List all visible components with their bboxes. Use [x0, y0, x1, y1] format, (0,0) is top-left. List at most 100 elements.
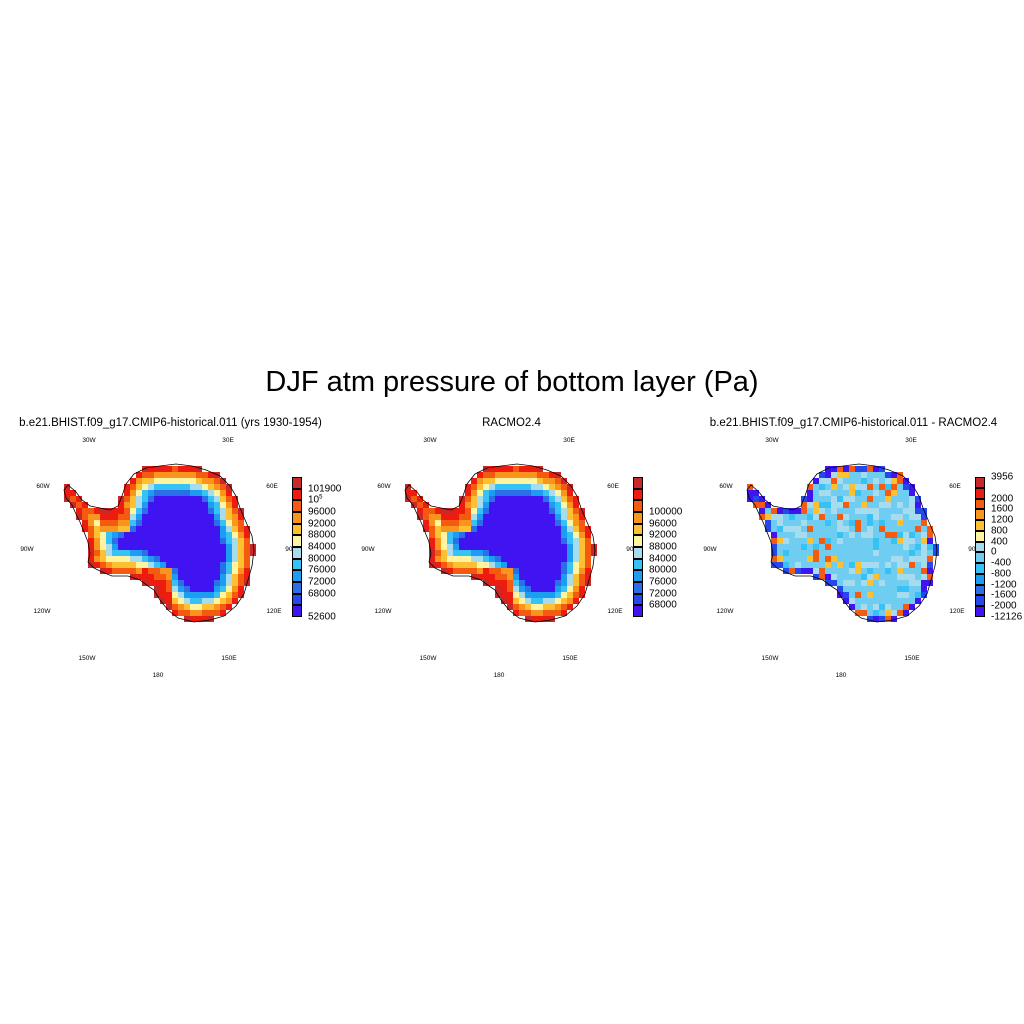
grid-cell — [537, 502, 543, 508]
grid-cell — [88, 550, 94, 556]
grid-cell — [801, 514, 807, 520]
grid-cell — [465, 538, 471, 544]
grid-cell — [885, 580, 891, 586]
grid-cell — [202, 580, 208, 586]
grid-cell — [915, 502, 921, 508]
grid-cell — [154, 508, 160, 514]
grid-cell — [136, 520, 142, 526]
grid-cell — [232, 550, 238, 556]
grid-cell — [447, 562, 453, 568]
grid-cell — [471, 562, 477, 568]
grid-cell — [837, 490, 843, 496]
grid-cell — [166, 544, 172, 550]
grid-cell — [142, 556, 148, 562]
grid-cell — [429, 556, 435, 562]
grid-cell — [124, 562, 130, 568]
grid-cell — [801, 556, 807, 562]
grid-cell — [196, 490, 202, 496]
grid-cell — [196, 562, 202, 568]
grid-cell — [771, 526, 777, 532]
grid-cell — [561, 574, 567, 580]
grid-cell — [873, 490, 879, 496]
grid-cell — [160, 550, 166, 556]
grid-cell — [405, 490, 411, 496]
grid-cell — [783, 544, 789, 550]
grid-cell — [154, 466, 160, 472]
grid-cell — [561, 490, 567, 496]
grid-cell — [915, 514, 921, 520]
grid-cell — [483, 466, 489, 472]
grid-cell — [118, 502, 124, 508]
longitude-label: 180 — [493, 672, 505, 679]
grid-cell — [94, 538, 100, 544]
grid-cell — [879, 616, 885, 622]
grid-cell — [891, 514, 897, 520]
colorbar-swatch — [292, 593, 302, 606]
grid-cell — [897, 490, 903, 496]
grid-cell — [166, 496, 172, 502]
grid-cell — [441, 556, 447, 562]
colorbar-swatch — [975, 584, 985, 596]
grid-cell — [921, 586, 927, 592]
grid-cell — [465, 568, 471, 574]
grid-cell — [154, 538, 160, 544]
grid-cell — [825, 568, 831, 574]
grid-cell — [831, 484, 837, 490]
grid-cell — [855, 580, 861, 586]
grid-cell — [190, 550, 196, 556]
grid-cell — [489, 502, 495, 508]
grid-cell — [214, 574, 220, 580]
grid-cell — [495, 562, 501, 568]
grid-cell — [831, 508, 837, 514]
grid-cell — [765, 508, 771, 514]
grid-cell — [244, 526, 250, 532]
longitude-label: 150E — [562, 655, 578, 662]
grid-cell — [513, 562, 519, 568]
grid-cell — [166, 604, 172, 610]
grid-cell — [873, 532, 879, 538]
grid-cell — [855, 520, 861, 526]
grid-cell — [489, 580, 495, 586]
grid-cell — [148, 526, 154, 532]
grid-cell — [226, 604, 232, 610]
grid-cell — [885, 526, 891, 532]
grid-cell — [118, 520, 124, 526]
grid-cell — [525, 514, 531, 520]
grid-cell — [543, 550, 549, 556]
colorbar-swatch — [633, 570, 643, 582]
grid-cell — [525, 586, 531, 592]
grid-cell — [483, 556, 489, 562]
grid-cell — [208, 580, 214, 586]
grid-cell — [423, 508, 429, 514]
grid-cell — [178, 568, 184, 574]
grid-cell — [501, 568, 507, 574]
grid-cell — [166, 520, 172, 526]
grid-cell — [879, 526, 885, 532]
grid-cell — [573, 514, 579, 520]
grid-cell — [819, 526, 825, 532]
grid-cell — [909, 556, 915, 562]
grid-cell — [172, 472, 178, 478]
grid-cell — [795, 526, 801, 532]
grid-cell — [879, 598, 885, 604]
grid-cell — [489, 508, 495, 514]
grid-cell — [831, 514, 837, 520]
grid-cell — [214, 550, 220, 556]
colorbar-swatch — [975, 530, 985, 542]
grid-cell — [543, 490, 549, 496]
grid-cell — [915, 526, 921, 532]
grid-cell — [879, 496, 885, 502]
grid-cell — [807, 562, 813, 568]
grid-cell — [250, 544, 256, 550]
grid-cell — [483, 490, 489, 496]
grid-cell — [166, 502, 172, 508]
grid-cell — [561, 478, 567, 484]
grid-cell — [921, 580, 927, 586]
grid-cell — [172, 520, 178, 526]
grid-cell — [843, 574, 849, 580]
grid-cell — [531, 616, 537, 622]
grid-cell — [909, 538, 915, 544]
grid-cell — [477, 508, 483, 514]
colorbar-swatch — [292, 523, 302, 536]
grid-cell — [549, 508, 555, 514]
